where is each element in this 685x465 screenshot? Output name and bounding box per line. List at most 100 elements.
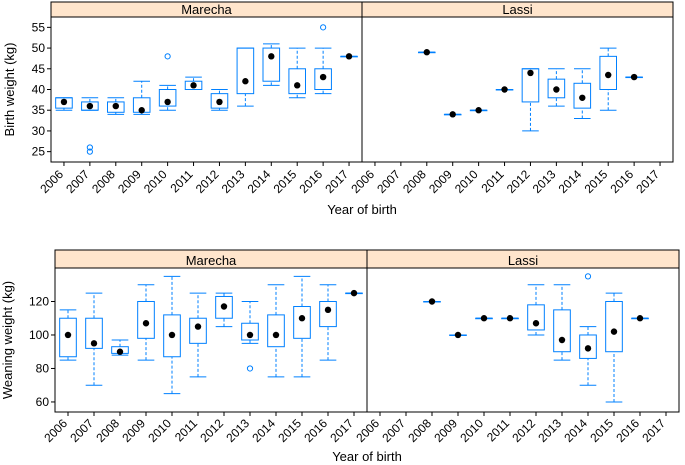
x-tick-label: 2011	[484, 416, 512, 444]
box-iqr	[215, 295, 233, 319]
x-tick-label: 2016	[296, 167, 325, 196]
median-point	[138, 107, 145, 114]
box-2008	[106, 97, 125, 115]
box-2010	[469, 107, 488, 114]
box-iqr	[521, 68, 540, 103]
x-tick-label: 2014	[245, 167, 274, 196]
median-point	[319, 73, 327, 81]
x-tick-label: 2011	[479, 167, 507, 195]
box-iqr	[236, 47, 255, 95]
median-point	[298, 315, 306, 322]
box-iqr	[267, 314, 285, 348]
y-tick-label: 25	[32, 145, 46, 159]
x-tick-label: 2006	[37, 167, 66, 196]
panel-strip-label: Marecha	[186, 253, 237, 268]
box-iqr	[579, 334, 597, 359]
box-2016	[314, 24, 332, 95]
panel-lassi: Lassi20062007200820092010201120122013201…	[353, 249, 680, 445]
x-tick-label: 2014	[561, 416, 590, 445]
x-tick-label: 2008	[400, 167, 429, 196]
box-2009	[132, 80, 151, 115]
median-point	[480, 315, 488, 322]
median-point	[423, 49, 430, 56]
x-tick-label: 2017	[322, 167, 351, 196]
box-2012	[527, 284, 545, 336]
box-iqr	[547, 78, 566, 99]
box-2014	[267, 284, 285, 378]
median-point	[428, 298, 436, 305]
box-2012	[210, 89, 229, 111]
y-tick-label: 50	[32, 41, 46, 55]
outlier-point	[86, 148, 93, 155]
box-2017	[340, 53, 358, 60]
box-iqr	[573, 82, 592, 109]
x-tick-label: 2013	[530, 167, 559, 196]
box-iqr	[241, 322, 259, 341]
outlier-point	[246, 365, 254, 372]
x-tick-label: 2010	[141, 167, 170, 196]
median-point	[86, 102, 94, 110]
box-iqr	[210, 93, 229, 109]
x-tick-label: 2008	[405, 416, 434, 445]
x-tick-label: 2016	[301, 416, 330, 445]
box-2009	[137, 284, 155, 361]
box-iqr	[158, 89, 177, 107]
box-2014	[573, 68, 592, 119]
x-tick-label: 2017	[639, 416, 668, 445]
x-tick-label: 2015	[271, 167, 300, 196]
y-tick-label: 80	[36, 361, 50, 375]
median-point	[216, 98, 223, 106]
median-point	[527, 69, 534, 77]
median-point	[164, 98, 171, 106]
x-tick-label: 2015	[275, 416, 304, 445]
box-2015	[599, 47, 618, 111]
median-point	[475, 107, 482, 114]
box-iqr	[319, 300, 337, 328]
median-point	[112, 102, 119, 110]
box-iqr	[553, 309, 571, 353]
box-2007	[81, 97, 99, 155]
box-2010	[163, 275, 181, 395]
x-tick-label: 2015	[582, 167, 611, 196]
x-tick-label: 2008	[89, 167, 118, 196]
x-tick-label: 2016	[607, 167, 636, 196]
box-2015	[288, 47, 307, 99]
y-tick-label: 100	[29, 328, 49, 342]
median-point	[501, 86, 508, 93]
panel-frame	[366, 267, 680, 413]
box-2009	[449, 331, 467, 339]
median-point	[350, 289, 358, 297]
box-iqr	[293, 306, 311, 339]
box-2014	[262, 43, 281, 86]
median-point	[190, 82, 197, 89]
x-tick-label: 2011	[172, 416, 200, 444]
panel-marecha: Marecha200620072008200920102011201220132…	[41, 249, 368, 445]
median-point	[553, 86, 560, 93]
box-2013	[547, 68, 566, 107]
box-iqr	[59, 317, 77, 358]
box-2013	[241, 300, 259, 372]
median-point	[579, 94, 586, 101]
median-point	[246, 331, 254, 339]
median-point	[168, 331, 176, 339]
x-tick-label: 2006	[348, 167, 377, 196]
x-tick-label: 2012	[193, 167, 222, 196]
y-tick-label: 55	[32, 20, 46, 34]
box-iqr	[599, 55, 618, 90]
box-2012	[215, 292, 233, 328]
x-axis-title: Year of birth	[332, 449, 402, 464]
panel-strip-label: Marecha	[181, 2, 232, 17]
box-2011	[184, 76, 203, 91]
median-point	[532, 320, 540, 327]
box-2008	[423, 298, 441, 305]
y-axis-title: Birth weight (kg)	[2, 43, 17, 137]
median-point	[630, 73, 638, 81]
median-point	[220, 303, 228, 310]
chart-1: Marecha200620072008200920102011201220132…	[2, 1, 674, 217]
x-tick-label: 2017	[327, 416, 356, 445]
x-tick-label: 2009	[426, 167, 455, 196]
x-tick-label: 2008	[93, 416, 122, 445]
box-2014	[579, 273, 597, 386]
median-point	[558, 336, 566, 344]
box-2013	[236, 47, 255, 107]
